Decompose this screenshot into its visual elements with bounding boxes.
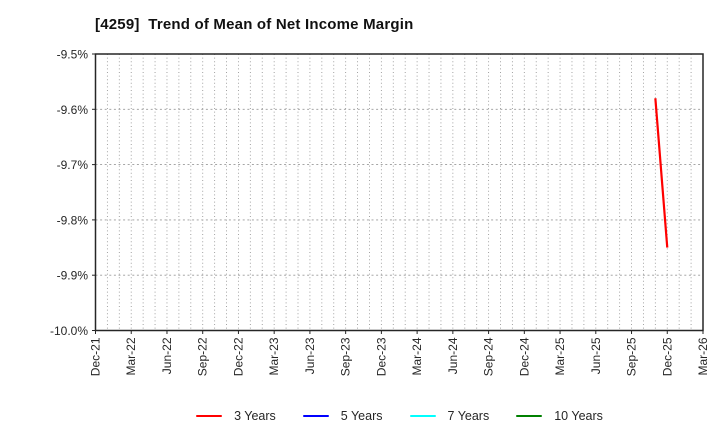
chart-title: [4259] Trend of Mean of Net Income Margi…: [95, 16, 414, 33]
legend-item-10-years: 10 Years: [516, 409, 603, 423]
y-tick-label: -9.6%: [57, 103, 89, 117]
x-tick-label: Dec-25: [660, 337, 674, 376]
y-tick-label: -10.0%: [50, 324, 88, 338]
x-tick-label: Mar-25: [553, 337, 567, 375]
grid: [95, 53, 704, 331]
x-tick-label: Jun-22: [160, 337, 174, 374]
x-tick-label: Dec-22: [231, 337, 245, 376]
x-tick-labels: Dec-21 Mar-22 Jun-22 Sep-22 Dec-22 Mar-23 Jun-…: [89, 337, 711, 376]
x-tick-label: Mar-22: [124, 337, 138, 375]
legend-label-3-years: 3 Years: [234, 409, 276, 423]
y-tick-label: -9.5%: [57, 48, 89, 62]
y-tick-labels: -9.5% -9.6% -9.7% -9.8% -9.9% -10.0%: [50, 48, 88, 339]
x-tick-label: Sep-25: [625, 337, 639, 376]
y-tick-label: -9.8%: [57, 213, 89, 227]
legend-label-10-years: 10 Years: [554, 409, 603, 423]
tick-marks: [92, 53, 704, 334]
legend-swatch-3-years: [196, 414, 223, 418]
x-tick-label: Mar-24: [410, 337, 424, 375]
legend-label-5-years: 5 Years: [340, 409, 383, 423]
legend-swatch-7-years: [409, 414, 436, 418]
x-tick-label: Jun-23: [303, 337, 317, 374]
x-tick-label: Sep-23: [339, 337, 353, 376]
legend-swatch-5-years: [302, 414, 329, 418]
x-tick-label: Mar-23: [267, 337, 281, 375]
legend-item-5-years: 5 Years: [302, 409, 383, 423]
legend: 3 Years 5 Years 7 Years 10 Years: [96, 406, 703, 426]
y-tick-label: -9.7%: [57, 158, 89, 172]
y-tick-label: -9.9%: [57, 269, 89, 283]
x-tick-label: Mar-26: [696, 337, 710, 375]
legend-item-3-years: 3 Years: [196, 409, 276, 423]
x-tick-label: Dec-23: [374, 337, 388, 376]
x-tick-label: Jun-25: [589, 337, 603, 374]
series-line-3-years: [654, 98, 669, 248]
plot-border: [94, 53, 704, 332]
legend-swatch-10-years: [516, 414, 543, 418]
x-tick-label: Sep-22: [196, 337, 210, 376]
x-tick-label: Dec-21: [89, 337, 103, 376]
legend-label-7-years: 7 Years: [447, 409, 490, 423]
x-tick-label: Jun-24: [446, 337, 460, 374]
x-tick-label: Dec-24: [517, 337, 531, 376]
x-tick-label: Sep-24: [482, 337, 496, 376]
legend-item-7-years: 7 Years: [409, 409, 490, 423]
